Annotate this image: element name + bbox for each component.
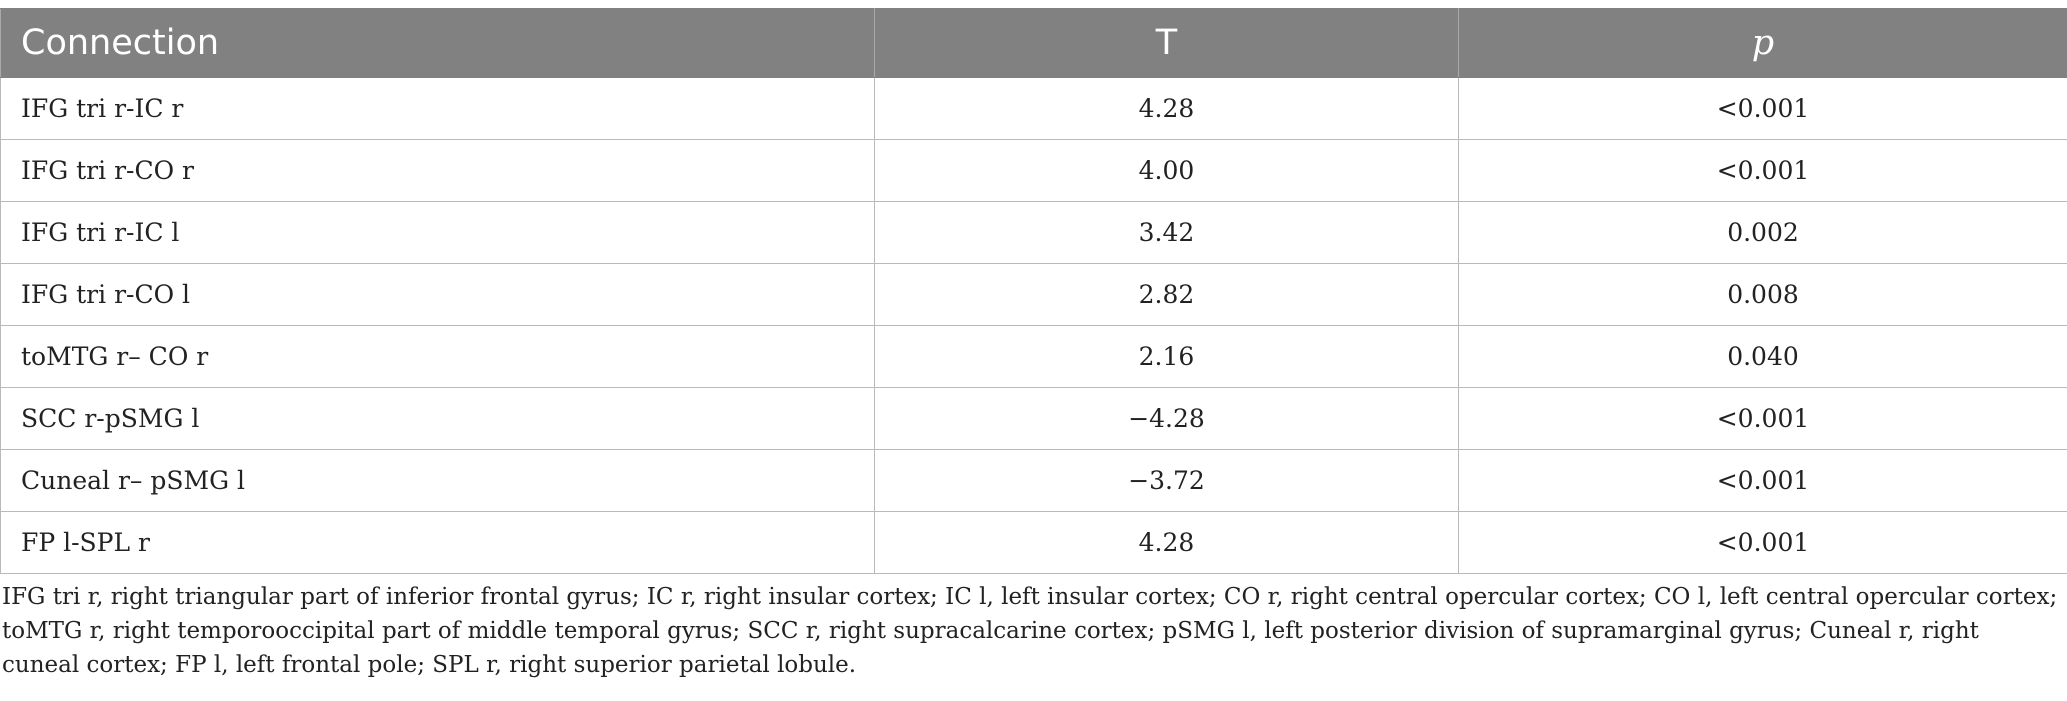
table-row: toMTG r– CO r 2.16 0.040 xyxy=(0,325,2067,388)
cell-t: 2.16 xyxy=(874,325,1459,388)
cell-connection: IFG tri r-IC l xyxy=(0,201,875,264)
cell-p: <0.001 xyxy=(1458,387,2067,450)
cell-connection: SCC r-pSMG l xyxy=(0,387,875,450)
results-table-container: Connection T p IFG tri r-IC r 4.28 <0.00… xyxy=(0,8,2067,574)
cell-p: <0.001 xyxy=(1458,139,2067,202)
cell-t: −3.72 xyxy=(874,449,1459,512)
table-row: SCC r-pSMG l −4.28 <0.001 xyxy=(0,387,2067,450)
cell-p: 0.008 xyxy=(1458,263,2067,326)
header-t: T xyxy=(874,8,1459,78)
cell-p: 0.040 xyxy=(1458,325,2067,388)
cell-t: 4.28 xyxy=(874,77,1459,140)
table-row: FP l-SPL r 4.28 <0.001 xyxy=(0,511,2067,574)
table-row: Cuneal r– pSMG l −3.72 <0.001 xyxy=(0,449,2067,512)
connectivity-results-table: Connection T p IFG tri r-IC r 4.28 <0.00… xyxy=(0,8,2067,574)
cell-t: 3.42 xyxy=(874,201,1459,264)
cell-p: <0.001 xyxy=(1458,77,2067,140)
cell-p: <0.001 xyxy=(1458,449,2067,512)
header-connection: Connection xyxy=(0,8,875,78)
cell-t: 2.82 xyxy=(874,263,1459,326)
cell-p: <0.001 xyxy=(1458,511,2067,574)
header-row: Connection T p xyxy=(0,8,2067,78)
cell-p: 0.002 xyxy=(1458,201,2067,264)
cell-connection: Cuneal r– pSMG l xyxy=(0,449,875,512)
cell-t: 4.28 xyxy=(874,511,1459,574)
table-row: IFG tri r-IC l 3.42 0.002 xyxy=(0,201,2067,264)
table-header: Connection T p xyxy=(0,8,2067,78)
table-body: IFG tri r-IC r 4.28 <0.001 IFG tri r-CO … xyxy=(0,77,2067,574)
table-row: IFG tri r-CO l 2.82 0.008 xyxy=(0,263,2067,326)
table-row: IFG tri r-IC r 4.28 <0.001 xyxy=(0,77,2067,140)
cell-t: 4.00 xyxy=(874,139,1459,202)
table-footnote: IFG tri r, right triangular part of infe… xyxy=(2,584,2058,678)
cell-connection: FP l-SPL r xyxy=(0,511,875,574)
cell-connection: IFG tri r-CO l xyxy=(0,263,875,326)
cell-connection: toMTG r– CO r xyxy=(0,325,875,388)
table-row: IFG tri r-CO r 4.00 <0.001 xyxy=(0,139,2067,202)
header-p: p xyxy=(1458,8,2067,78)
cell-connection: IFG tri r-IC r xyxy=(0,77,875,140)
cell-connection: IFG tri r-CO r xyxy=(0,139,875,202)
cell-t: −4.28 xyxy=(874,387,1459,450)
